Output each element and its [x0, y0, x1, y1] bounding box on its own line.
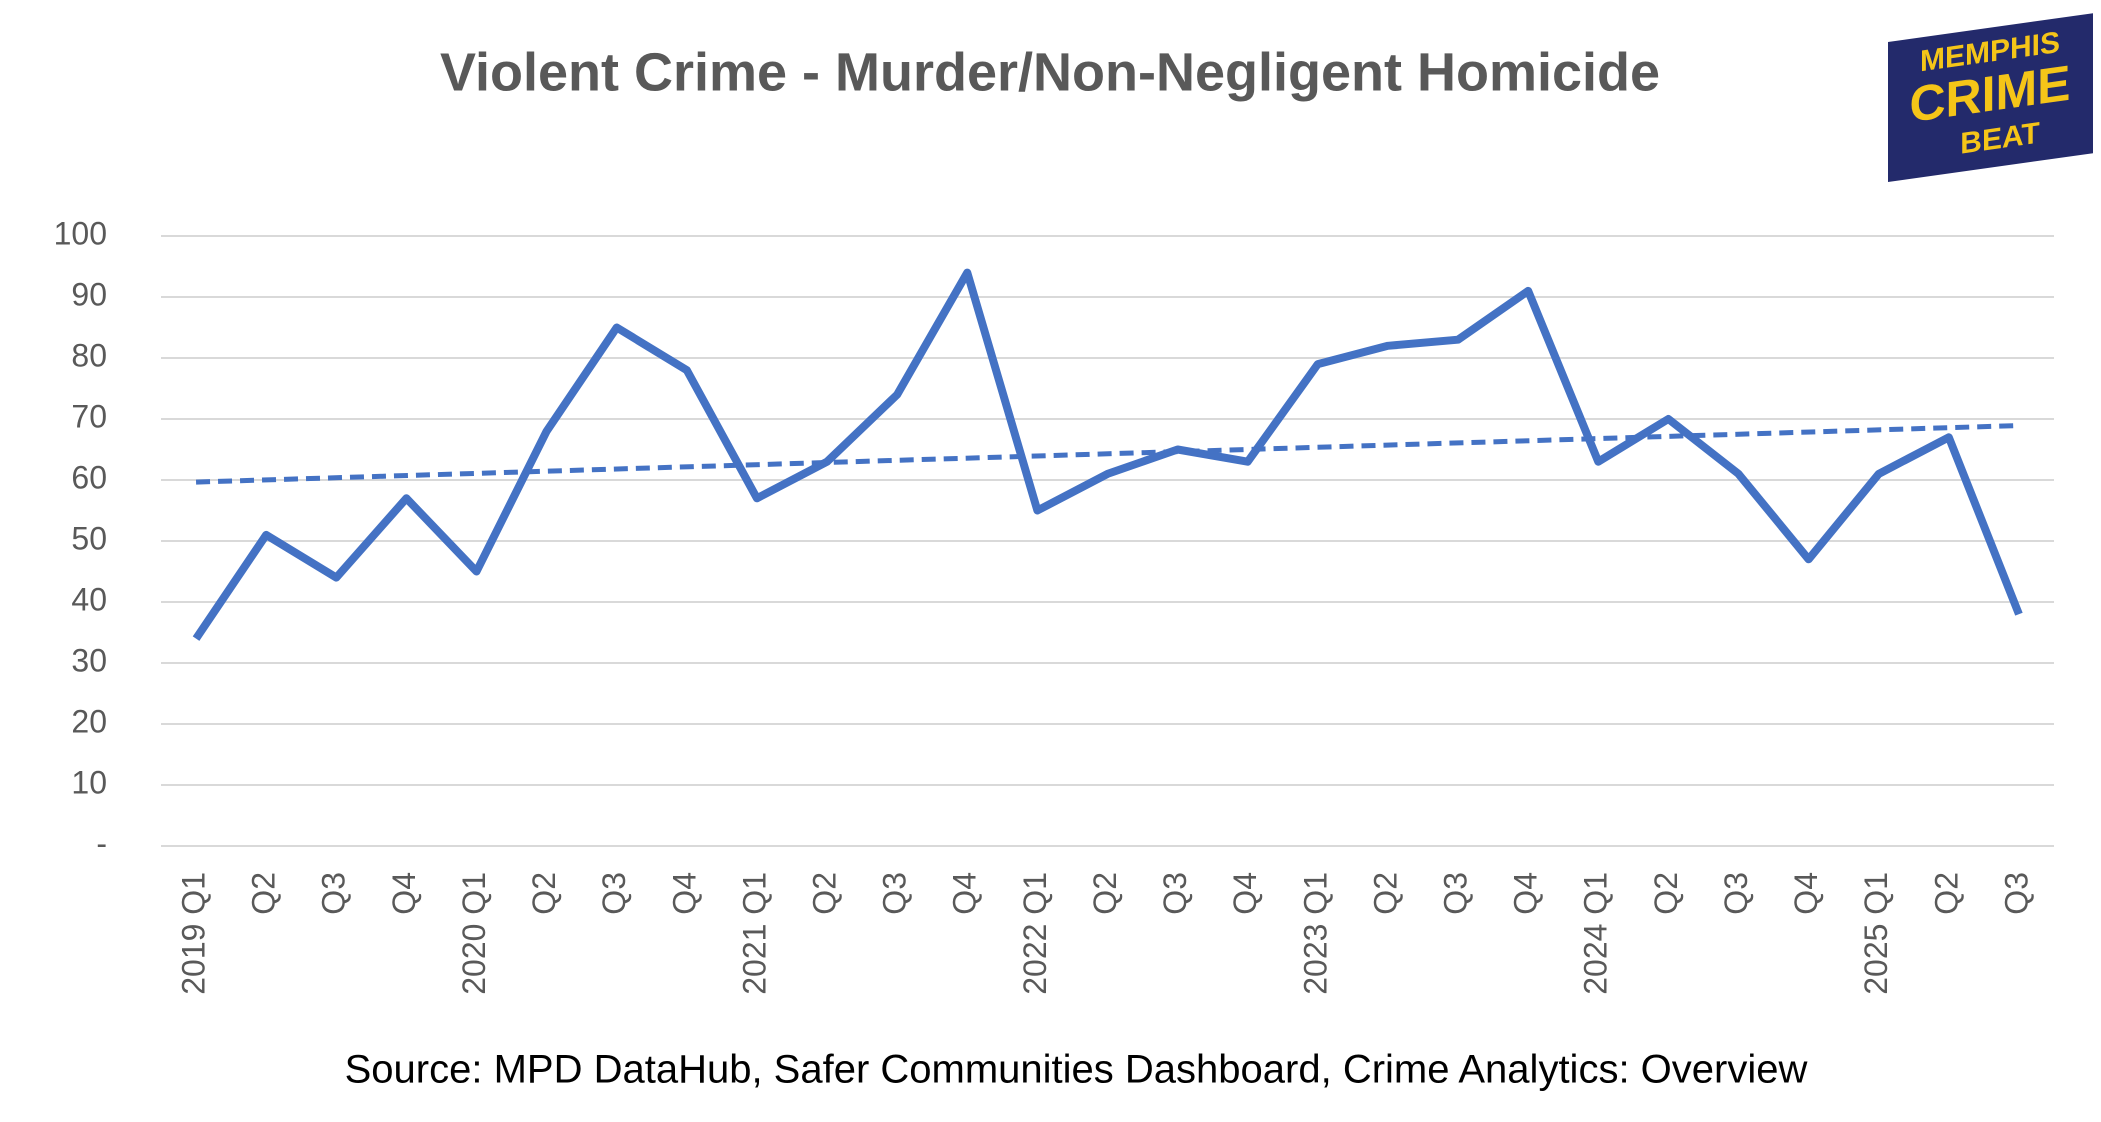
x-tick-label: Q2: [1928, 872, 1964, 915]
x-tick-label: Q2: [807, 872, 843, 915]
x-tick-label: Q4: [386, 872, 422, 915]
y-tick-label: 50: [71, 520, 107, 556]
chart-title: Violent Crime - Murder/Non-Negligent Hom…: [440, 42, 1660, 102]
y-tick-label: 90: [71, 276, 107, 312]
y-tick-label: 40: [71, 581, 107, 617]
y-tick-label: 80: [71, 337, 107, 373]
y-tick-label: 60: [71, 459, 107, 495]
x-tick-label: 2020 Q1: [456, 872, 492, 995]
x-tick-label: 2024 Q1: [1578, 872, 1614, 995]
x-tick-label: Q4: [1227, 872, 1263, 915]
x-tick-label: 2022 Q1: [1017, 872, 1053, 995]
x-tick-label: Q3: [1718, 872, 1754, 915]
x-tick-label: Q4: [1508, 872, 1544, 915]
x-tick-label: Q3: [596, 872, 632, 915]
x-tick-label: Q2: [1648, 872, 1684, 915]
x-tick-label: Q2: [1367, 872, 1403, 915]
x-tick-label: Q3: [877, 872, 913, 915]
x-tick-label: Q2: [1087, 872, 1123, 915]
x-tick-label: 2021 Q1: [736, 872, 772, 995]
y-tick-label: -: [96, 825, 107, 861]
source: Source: MPD DataHub, Safer Communities D…: [345, 1048, 1808, 1092]
y-tick-label: 100: [54, 215, 107, 251]
x-tick-label: 2025 Q1: [1858, 872, 1894, 995]
x-tick-label: Q4: [947, 872, 983, 915]
trend-line: [195, 423, 2020, 485]
data-line: [192, 268, 2023, 641]
x-tick-label: 2023 Q1: [1297, 872, 1333, 995]
x-tick-label: 2019 Q1: [176, 872, 212, 995]
logo-background: [1888, 13, 2093, 182]
x-tick-label: Q3: [1157, 872, 1193, 915]
x-tick-label: Q4: [666, 872, 702, 915]
x-tick-label: Q4: [1788, 872, 1824, 915]
y-tick-label: 10: [71, 764, 107, 800]
y-tick-label: 30: [71, 642, 107, 678]
logo: MEMPHIS CRIME BEAT: [1888, 13, 2093, 182]
y-tick-label: 20: [71, 703, 107, 739]
x-tick-label: Q3: [316, 872, 352, 915]
x-tick-label: Q2: [246, 872, 282, 915]
x-tick-label: Q2: [526, 872, 562, 915]
y-tick-label: 70: [71, 398, 107, 434]
x-tick-label: Q3: [1998, 872, 2034, 915]
x-tick-label: Q3: [1438, 872, 1474, 915]
